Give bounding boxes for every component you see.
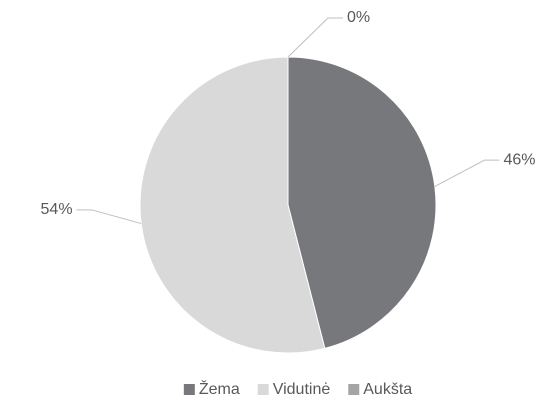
legend-swatch [183,384,195,395]
leader-line [434,159,500,187]
legend-swatch [348,384,360,395]
legend-swatch [257,384,269,395]
legend-label: Žema [199,379,240,398]
legend-label: Vidutinė [273,381,331,398]
leader-line [76,209,142,225]
data-label: 46% [503,151,535,168]
pie-slice [287,56,437,349]
data-label: 54% [41,201,73,218]
data-label: 0% [347,9,370,26]
leader-line [287,17,343,58]
legend-label: Aukšta [363,381,412,398]
